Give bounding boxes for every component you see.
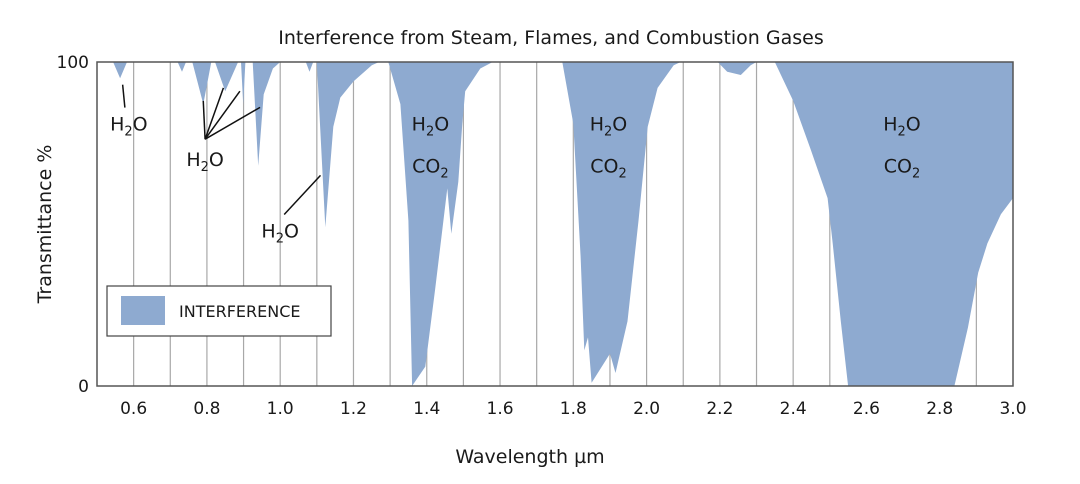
x-tick-label: 1.2 <box>340 399 367 419</box>
leader-line <box>204 90 241 140</box>
annotation: H2O <box>186 87 261 175</box>
leader-line <box>121 84 126 108</box>
legend: INTERFERENCE <box>106 285 332 337</box>
compound-label: H2O <box>186 149 224 175</box>
x-axis-label: Wavelength µm <box>455 446 604 468</box>
y-tick-label: 100 <box>57 53 89 73</box>
legend-swatch <box>121 296 165 325</box>
chart-title: Interference from Steam, Flames, and Com… <box>278 27 823 49</box>
x-tick-label: 0.6 <box>120 399 147 419</box>
annotation: H2O <box>110 84 148 140</box>
leader-line <box>202 100 206 140</box>
legend-label: INTERFERENCE <box>179 302 300 321</box>
plot-frame <box>96 61 1014 387</box>
leader-line <box>204 106 261 140</box>
x-tick-label: 2.2 <box>706 399 733 419</box>
x-tick-label: 1.6 <box>487 399 514 419</box>
annotation: H2O <box>261 174 322 246</box>
interference-area <box>97 62 1013 386</box>
x-tick-label: 1.8 <box>560 399 587 419</box>
x-tick-label: 2.0 <box>633 399 660 419</box>
y-axis-label: Transmittance % <box>34 145 56 305</box>
x-tick-label: 3.0 <box>999 399 1026 419</box>
x-tick-label: 0.8 <box>193 399 220 419</box>
x-tick-labels: 0.6 0.8 1.0 1.2 1.4 1.6 1.8 2.0 2.2 2.4 2.6 2.8 3.0 <box>120 399 1026 419</box>
x-tick-label: 1.0 <box>267 399 294 419</box>
x-tick-label: 2.8 <box>926 399 953 419</box>
x-tick-label: 1.4 <box>413 399 440 419</box>
compound-label: H2O <box>590 114 628 140</box>
y-tick-labels: 0 100 <box>57 53 89 397</box>
x-tick-label: 2.6 <box>853 399 880 419</box>
leader-line <box>283 174 322 215</box>
leader-line <box>204 87 225 140</box>
compound-label: H2O <box>110 114 148 140</box>
y-tick-label: 0 <box>78 377 89 397</box>
x-tick-label: 2.4 <box>780 399 807 419</box>
compound-label: H2O <box>261 220 299 246</box>
